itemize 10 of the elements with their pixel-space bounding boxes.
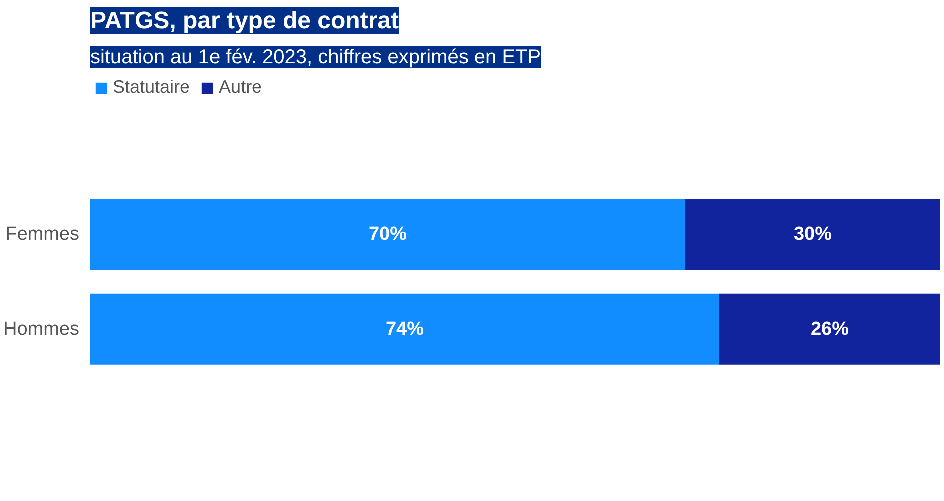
data-label: 74% [386,318,424,340]
chart-subtitle: situation au 1e fév. 2023, chiffres exprimés en ETP [90,46,542,68]
y-tick-label: Hommes [3,318,80,340]
y-tick-label: Femmes [6,224,80,246]
data-label: 26% [810,318,850,340]
data-label: 30% [794,224,832,246]
chart-title: PATGS, par type de contrat [90,8,400,34]
legend-label: Autre [219,77,262,98]
data-label: 70% [368,224,408,246]
legend-label: Statutaire [113,77,190,98]
